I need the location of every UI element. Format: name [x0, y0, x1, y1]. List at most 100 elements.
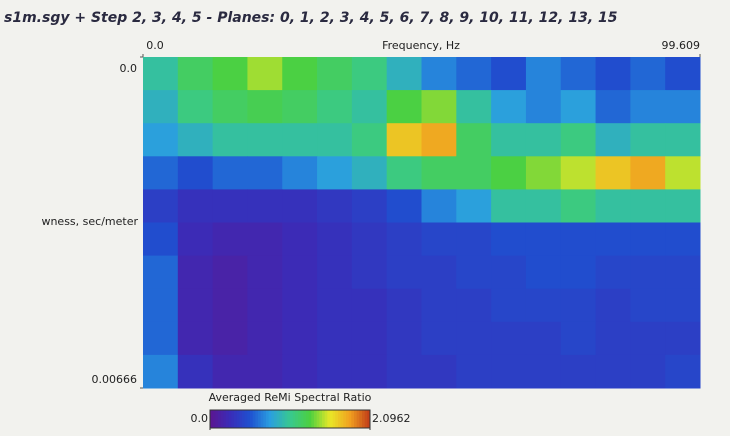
heatmap-cell: [491, 256, 526, 290]
heatmap-cell: [561, 289, 596, 323]
heatmap-cell: [630, 289, 665, 323]
heatmap-cell: [178, 289, 213, 323]
colorbar-label: Averaged ReMi Spectral Ratio: [209, 391, 372, 404]
heatmap-cell: [282, 289, 317, 323]
heatmap-cell: [352, 123, 387, 157]
heatmap-cell: [352, 322, 387, 356]
heatmap-cell: [456, 90, 491, 124]
heatmap-cell: [213, 156, 248, 190]
heatmap-cell: [596, 256, 631, 290]
heatmap-cell: [665, 289, 700, 323]
heatmap-cell: [630, 156, 665, 190]
heatmap-cell: [387, 223, 422, 257]
heatmap-cell: [317, 189, 352, 223]
heatmap-cell: [422, 90, 457, 124]
heatmap-cell: [143, 156, 178, 190]
heatmap-cell: [247, 156, 282, 190]
heatmap-cell: [561, 256, 596, 290]
heatmap-cell: [387, 90, 422, 124]
heatmap-cell: [143, 256, 178, 290]
heatmap-cell: [282, 123, 317, 157]
heatmap-cell: [387, 189, 422, 223]
heatmap-cell: [317, 123, 352, 157]
heatmap-cell: [630, 189, 665, 223]
heatmap-cell: [247, 322, 282, 356]
heatmap-cell: [282, 90, 317, 124]
heatmap-cell: [178, 256, 213, 290]
heatmap-cell: [422, 256, 457, 290]
heatmap-cell: [247, 189, 282, 223]
heatmap-cell: [561, 223, 596, 257]
heatmap-cell: [178, 90, 213, 124]
heatmap-cell: [665, 256, 700, 290]
heatmap-cell: [665, 189, 700, 223]
heatmap-cell: [526, 189, 561, 223]
heatmap-cell: [387, 123, 422, 157]
heatmap-cell: [143, 123, 178, 157]
heatmap-cell: [456, 223, 491, 257]
heatmap-cell: [596, 90, 631, 124]
heatmap-cell: [387, 322, 422, 356]
heatmap-cell: [630, 57, 665, 91]
heatmap-cell: [596, 289, 631, 323]
heatmap-cell: [352, 57, 387, 91]
heatmap-cell: [630, 256, 665, 290]
heatmap-cell: [178, 123, 213, 157]
heatmap-cell: [630, 355, 665, 389]
heatmap-cell: [387, 355, 422, 389]
chart: s1m.sgy + Step 2, 3, 4, 5 - Planes: 0, 1…: [0, 0, 730, 436]
heatmap-cell: [456, 156, 491, 190]
heatmap-cell: [213, 189, 248, 223]
heatmap-cell: [247, 256, 282, 290]
heatmap-cell: [247, 57, 282, 91]
heatmap-cell: [143, 189, 178, 223]
heatmap-cell: [317, 289, 352, 323]
heatmap-cell: [422, 322, 457, 356]
heatmap-cell: [526, 90, 561, 124]
heatmap-cell: [630, 322, 665, 356]
heatmap-cell: [526, 289, 561, 323]
heatmap-cell: [665, 57, 700, 91]
x-axis-label: Frequency, Hz: [382, 39, 460, 52]
y-tick-label: 0.0: [120, 62, 138, 75]
heatmap-cell: [143, 57, 178, 91]
heatmap-cell: [596, 156, 631, 190]
x-tick-label: 0.0: [146, 39, 164, 52]
heatmap-cell: [352, 223, 387, 257]
heatmap-cell: [561, 57, 596, 91]
heatmap-cell: [317, 156, 352, 190]
heatmap-cell: [352, 156, 387, 190]
heatmap-cell: [213, 322, 248, 356]
heatmap-cell: [561, 189, 596, 223]
heatmap-cell: [387, 57, 422, 91]
heatmap-cell: [213, 123, 248, 157]
heatmap-cell: [247, 223, 282, 257]
heatmap-cell: [491, 355, 526, 389]
x-tick-label: 99.609: [662, 39, 701, 52]
chart-title: s1m.sgy + Step 2, 3, 4, 5 - Planes: 0, 1…: [4, 10, 618, 26]
heatmap-cell: [456, 123, 491, 157]
heatmap-cell: [456, 57, 491, 91]
heatmap-cell: [561, 90, 596, 124]
heatmap-cell: [561, 123, 596, 157]
heatmap-cell: [213, 90, 248, 124]
heatmap-cell: [247, 90, 282, 124]
heatmap-cell: [491, 123, 526, 157]
heatmap-cell: [561, 322, 596, 356]
heatmap-cell: [178, 57, 213, 91]
heatmap-cell: [526, 223, 561, 257]
heatmap-cell: [491, 90, 526, 124]
heatmap-cell: [387, 256, 422, 290]
heatmap-cell: [422, 189, 457, 223]
colorbar-tick-label: 2.0962: [372, 412, 411, 425]
heatmap-cell: [143, 289, 178, 323]
heatmap-cell: [456, 289, 491, 323]
heatmap-cell: [456, 355, 491, 389]
heatmap-cell: [526, 355, 561, 389]
heatmap-cell: [317, 57, 352, 91]
heatmap-cell: [596, 223, 631, 257]
heatmap-cell: [178, 223, 213, 257]
heatmap-cell: [596, 355, 631, 389]
heatmap-cell: [665, 322, 700, 356]
heatmap-cell: [630, 123, 665, 157]
